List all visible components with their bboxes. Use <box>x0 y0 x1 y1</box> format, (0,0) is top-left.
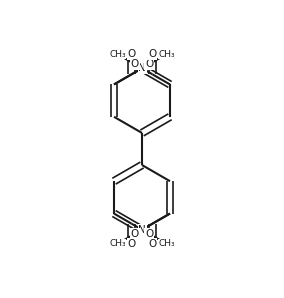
Text: CH₃: CH₃ <box>158 49 175 59</box>
Text: O: O <box>145 229 153 239</box>
Text: O: O <box>145 59 153 69</box>
Text: N: N <box>138 63 146 73</box>
Text: O: O <box>131 229 139 239</box>
Text: N: N <box>138 225 146 235</box>
Text: CH₃: CH₃ <box>109 49 126 59</box>
Text: O: O <box>131 59 139 69</box>
Text: O: O <box>148 239 156 249</box>
Text: O: O <box>128 49 136 59</box>
Text: CH₃: CH₃ <box>158 239 175 249</box>
Text: O: O <box>128 239 136 249</box>
Text: O: O <box>148 49 156 59</box>
Text: CH₃: CH₃ <box>109 239 126 249</box>
